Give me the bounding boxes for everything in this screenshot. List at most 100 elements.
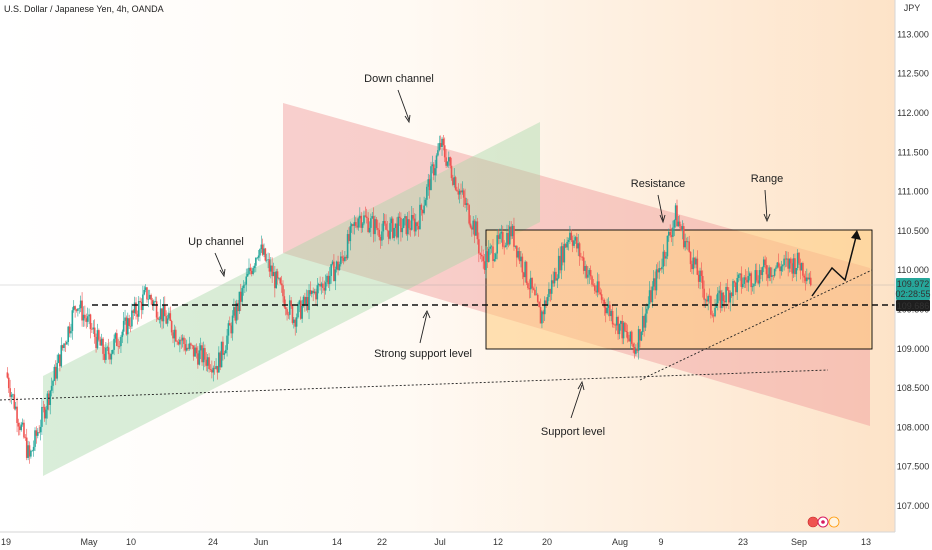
candle-body — [556, 278, 559, 281]
candle-body — [317, 284, 320, 286]
candle-body — [229, 323, 231, 326]
candle-body — [78, 308, 81, 309]
projection-path[interactable] — [811, 232, 858, 297]
candle-body — [91, 329, 93, 330]
candle-body — [527, 283, 529, 289]
candle-body — [324, 282, 327, 291]
candle-body — [552, 280, 554, 284]
candle-body — [580, 256, 582, 258]
candle-body — [142, 294, 144, 311]
candle-body — [165, 316, 167, 324]
candle-body — [192, 345, 195, 357]
candle-body — [443, 145, 446, 158]
candle-body — [606, 307, 608, 314]
symbol-title[interactable]: U.S. Dollar / Japanese Yen, 4h, OANDA — [4, 4, 164, 14]
candle-body — [618, 323, 621, 335]
candle-body — [286, 309, 288, 315]
candle-body — [573, 240, 575, 246]
candle-body — [84, 314, 86, 319]
candle-body — [809, 277, 812, 286]
candle-body — [13, 394, 16, 409]
candle-body — [349, 226, 352, 242]
price-tick-label: 109.000 — [897, 344, 930, 354]
up-channel-arrow — [214, 252, 225, 275]
candle-body — [383, 221, 386, 224]
candle-body — [34, 430, 36, 447]
candle-body — [501, 231, 504, 247]
price-tick-label: 107.000 — [897, 501, 930, 511]
candle-body — [85, 318, 88, 322]
candle-body — [808, 277, 811, 280]
candle-body — [66, 342, 68, 345]
candle-body — [166, 318, 169, 324]
candle-body — [283, 296, 286, 308]
candle-body — [279, 278, 282, 284]
candle-body — [589, 269, 592, 277]
annotation-arrows — [214, 89, 771, 419]
candle-body — [302, 296, 305, 306]
candle-body — [669, 231, 671, 236]
candle-body — [460, 190, 462, 193]
candle-body — [644, 313, 647, 328]
candle-body — [337, 261, 339, 271]
candle-body — [16, 406, 18, 423]
candle-body — [41, 406, 43, 427]
candle-body — [248, 267, 250, 274]
candle-body — [736, 277, 738, 293]
candle-body — [439, 143, 442, 148]
time-axis[interactable] — [0, 532, 932, 550]
candle-body — [226, 335, 228, 350]
candle-body — [783, 258, 785, 266]
candle-body — [378, 229, 380, 237]
candle-body — [198, 350, 201, 365]
rising-trendline[interactable] — [639, 269, 873, 381]
candle-body — [543, 300, 546, 315]
candle-body — [48, 393, 50, 405]
event-flags[interactable] — [807, 516, 840, 528]
candle-body — [452, 178, 454, 185]
candle-body — [290, 300, 292, 307]
price-axis[interactable] — [895, 0, 932, 532]
candle-body — [730, 292, 733, 297]
candle-body — [235, 302, 238, 321]
candle-body — [96, 330, 99, 349]
candle-body — [496, 235, 498, 254]
candle-body — [721, 292, 723, 309]
candle-body — [20, 424, 23, 431]
candle-body — [532, 288, 535, 290]
candle-body — [521, 256, 524, 273]
candle-body — [545, 300, 547, 306]
candle-body — [708, 296, 711, 297]
range-box[interactable] — [485, 229, 873, 350]
candle-body — [674, 205, 677, 221]
candle-body — [161, 308, 163, 322]
candle-body — [375, 219, 378, 229]
time-tick-label: 13 — [861, 537, 871, 547]
candle-body — [555, 271, 557, 281]
candle-body — [609, 304, 611, 317]
candle-body — [255, 258, 257, 266]
candle-body — [446, 161, 449, 166]
candle-body — [687, 241, 689, 243]
candle-body — [748, 273, 751, 277]
candle-body — [703, 288, 705, 300]
price-tick-label: 107.500 — [897, 462, 930, 472]
candle-body — [454, 177, 457, 190]
candle-body — [372, 216, 375, 235]
candle-body — [21, 422, 24, 425]
candle-body — [353, 222, 356, 226]
candle-body — [95, 336, 97, 349]
candle-body — [718, 290, 720, 294]
up-channel-zone[interactable] — [43, 122, 540, 476]
candle-body — [144, 287, 147, 290]
candle-body — [487, 248, 490, 262]
candle-body — [566, 241, 568, 248]
candle-body — [670, 235, 673, 237]
candle-body — [224, 349, 227, 354]
candle-body — [107, 347, 110, 355]
candle-body — [764, 259, 766, 266]
candle-body — [596, 281, 599, 293]
candle-body — [143, 289, 146, 295]
candle-body — [641, 315, 644, 332]
